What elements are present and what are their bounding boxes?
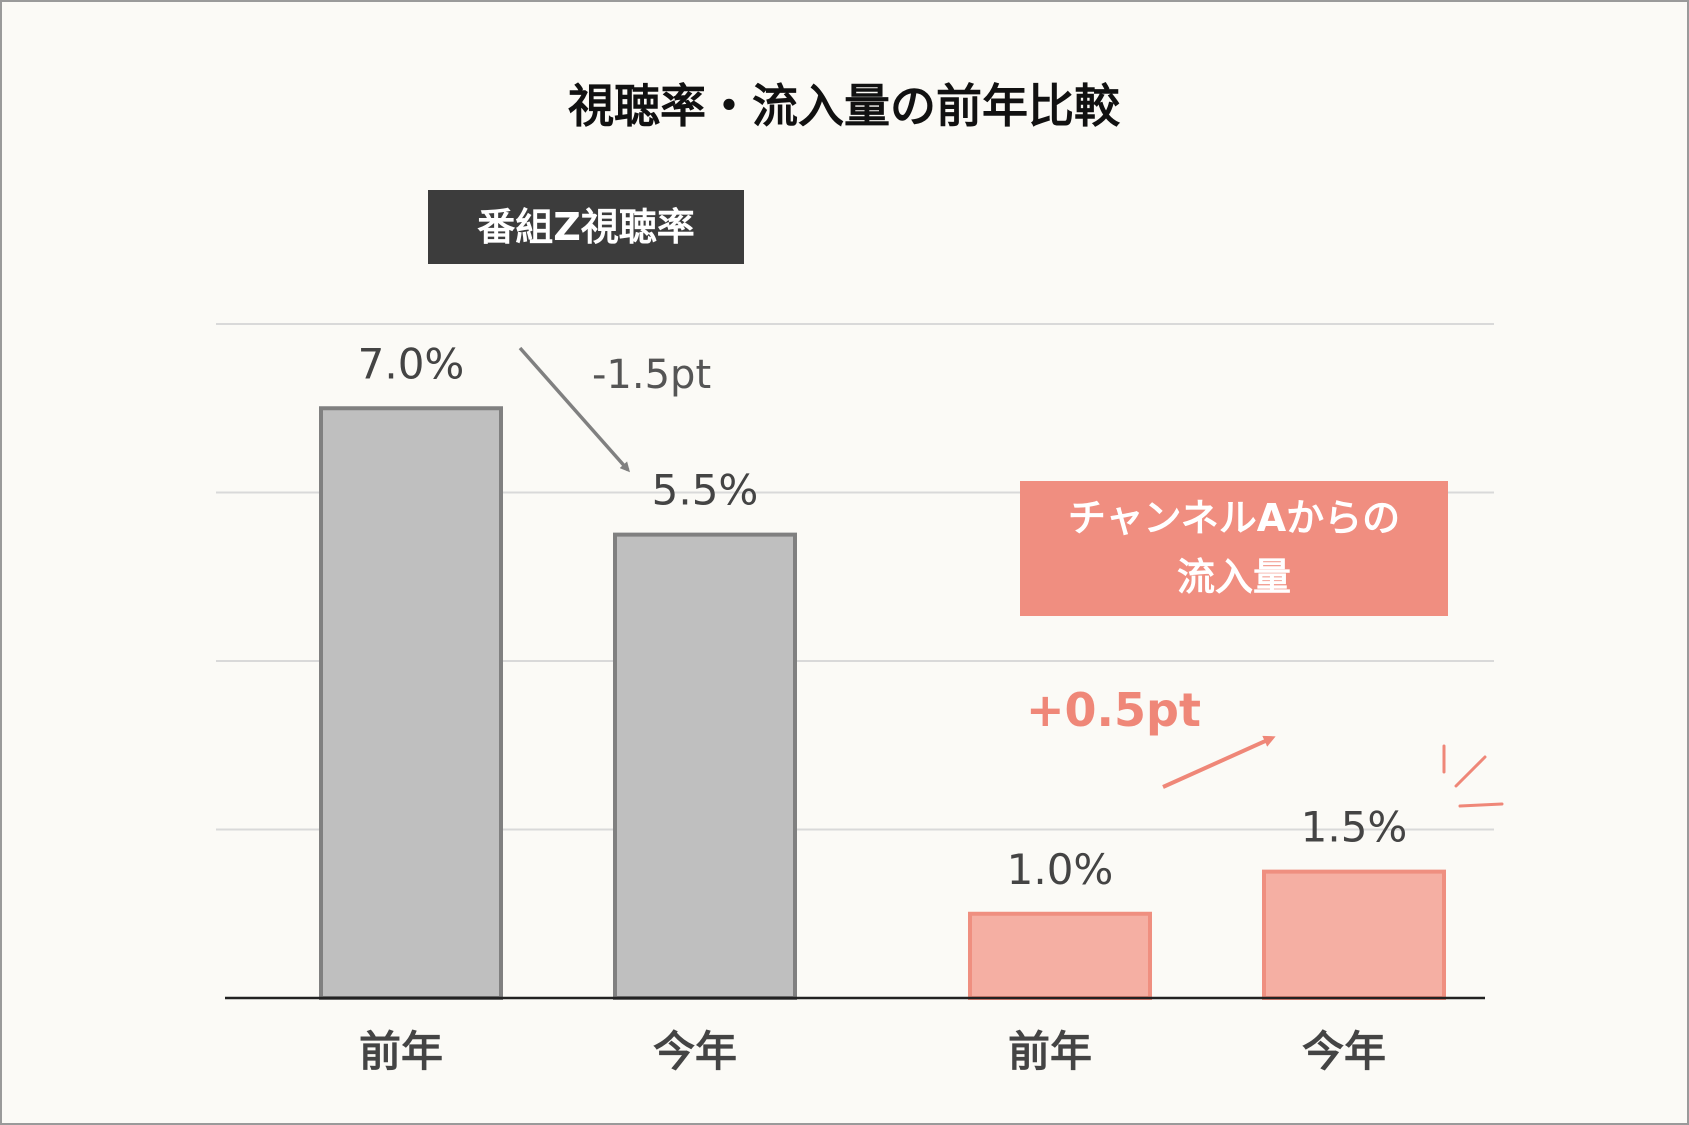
emphasis-sparks-icon	[1442, 744, 1504, 808]
value-label-1-1: 1.5%	[1301, 803, 1408, 852]
bar-0-1	[613, 532, 797, 1000]
group-label-bg-program	[428, 190, 744, 264]
chart-title: 視聴率・流入量の前年比較	[568, 79, 1121, 133]
change-label-channel: +0.5pt	[1026, 683, 1201, 737]
group-label-program: 番組Z視聴率	[477, 205, 695, 249]
category-label-1-0: 前年	[1008, 1027, 1092, 1076]
category-labels-group: 前年 今年 前年 今年	[359, 1027, 1386, 1076]
bar-1-0	[968, 911, 1152, 1000]
value-label-1-0: 1.0%	[1007, 845, 1114, 894]
value-labels-group: 7.0% 5.5% 1.0% 1.5%	[358, 339, 1408, 894]
category-label-1-1: 今年	[1302, 1027, 1386, 1076]
change-label-program: -1.5pt	[592, 352, 711, 398]
value-label-0-1: 5.5%	[652, 466, 759, 515]
group-label-channel-line2: 流入量	[1177, 555, 1291, 599]
category-label-0-1: 今年	[653, 1027, 737, 1076]
bar-0-0	[319, 406, 503, 1000]
decrease-arrow	[518, 346, 630, 473]
value-label-0-0: 7.0%	[358, 339, 465, 388]
category-label-0-0: 前年	[359, 1027, 443, 1076]
group-label-bg-channel	[1020, 481, 1448, 616]
bar-1-1	[1262, 869, 1446, 1000]
group-label-channel-line1: チャンネルAからの	[1068, 496, 1400, 540]
increase-arrow	[1162, 735, 1276, 789]
